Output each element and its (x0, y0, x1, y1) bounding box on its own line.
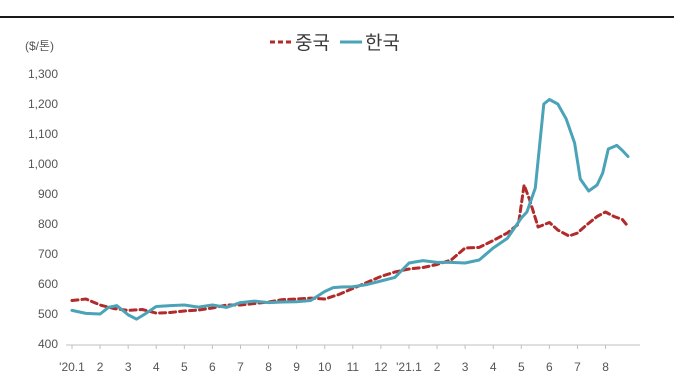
x-tick-label: 6 (209, 360, 216, 374)
x-tick-label: '20.1 (59, 360, 85, 374)
x-axis: '20.1 2 3 4 5 6 7 8 9 10 11 12 '21.1 2 3 4 5 6 7 8 (59, 345, 609, 374)
x-tick-label: 9 (293, 360, 300, 374)
x-tick-label: 3 (125, 360, 132, 374)
unit-label: ($/톤) (25, 39, 54, 53)
x-tick-label: 2 (434, 360, 441, 374)
x-tick-label: 10 (318, 360, 332, 374)
y-tick-label: 800 (38, 217, 58, 231)
series-line-china (70, 183, 630, 315)
x-tick-label: '21.1 (396, 360, 422, 374)
y-tick-label: 600 (38, 277, 58, 291)
y-tick-label: 1,300 (28, 67, 58, 81)
x-tick-label: 7 (574, 360, 581, 374)
x-tick-label: 5 (181, 360, 188, 374)
x-tick-label: 5 (518, 360, 525, 374)
y-axis: 400 500 600 700 800 900 1,000 1,100 1,200 1,300 (28, 67, 58, 351)
x-tick-label: 3 (462, 360, 469, 374)
y-tick-label: 400 (38, 337, 58, 351)
y-tick-label: 500 (38, 307, 58, 321)
series-line-korea (70, 98, 630, 321)
legend: 중국 한국 (270, 32, 400, 54)
y-tick-label: 900 (38, 187, 58, 201)
y-tick-label: 1,100 (28, 127, 58, 141)
y-tick-label: 1,000 (28, 157, 58, 171)
x-tick-label: 2 (97, 360, 104, 374)
x-tick-label: 4 (153, 360, 160, 374)
x-tick-label: 11 (347, 360, 360, 374)
y-tick-label: 1,200 (28, 97, 58, 111)
legend-label-korea: 한국 (365, 32, 400, 54)
x-tick-label: 12 (374, 360, 388, 374)
x-tick-label: 7 (237, 360, 244, 374)
series-layer (70, 98, 630, 321)
legend-label-china: 중국 (295, 32, 330, 54)
x-tick-label: 8 (265, 360, 272, 374)
x-tick-label: 8 (602, 360, 609, 374)
x-tick-label: 6 (546, 360, 553, 374)
x-tick-label: 4 (490, 360, 497, 374)
top-rule (0, 16, 674, 18)
y-tick-label: 700 (38, 247, 58, 261)
